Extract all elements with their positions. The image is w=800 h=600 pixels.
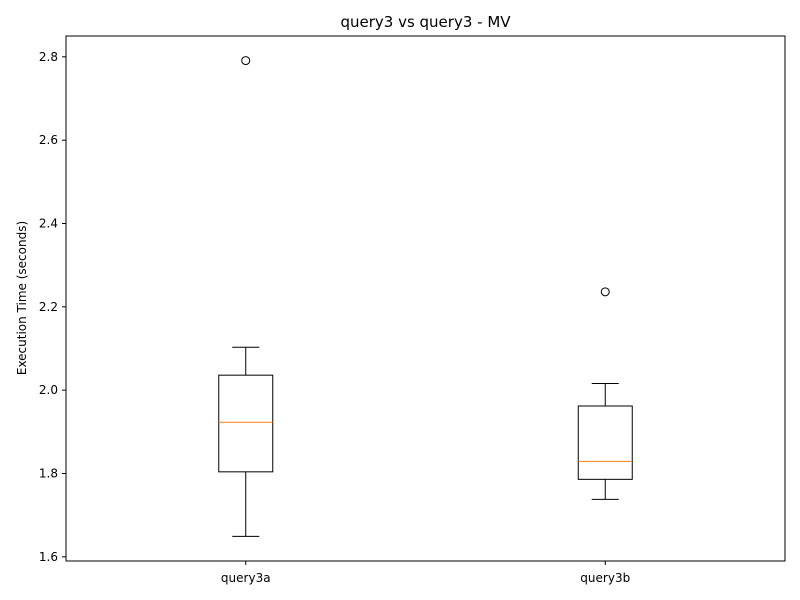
y-tick-label: 2.6 xyxy=(39,133,58,147)
y-axis: 1.6 1.8 2.0 2.2 2.4 2.6 2.8 xyxy=(39,50,66,564)
box-query3a xyxy=(218,56,274,537)
iqr-box xyxy=(218,374,274,473)
box-query3b xyxy=(577,287,633,500)
axes-frame xyxy=(65,35,786,562)
chart-title: query3 vs query3 - MV xyxy=(340,13,511,31)
x-tick-label: query3b xyxy=(580,571,630,585)
y-axis-label: Execution Time (seconds) xyxy=(15,221,29,375)
y-tick-label: 1.6 xyxy=(39,550,58,564)
y-tick-label: 2.4 xyxy=(39,217,58,231)
outlier-point xyxy=(600,287,610,297)
iqr-box xyxy=(577,405,633,480)
outlier-point xyxy=(241,56,251,66)
plot-area xyxy=(218,56,633,537)
y-tick-label: 2.2 xyxy=(39,300,58,314)
y-tick-label: 2.8 xyxy=(39,50,58,64)
y-tick-label: 2.0 xyxy=(39,383,58,397)
y-tick-label: 1.8 xyxy=(39,467,58,481)
x-tick-label: query3a xyxy=(221,571,271,585)
x-axis: query3a query3b xyxy=(221,561,630,585)
